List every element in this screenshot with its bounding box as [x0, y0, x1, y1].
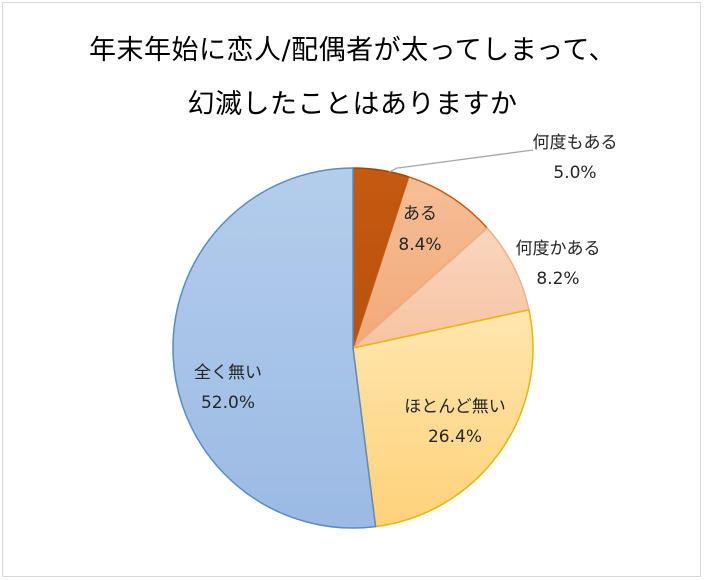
slice-percent: 8.4% — [398, 235, 441, 255]
pie-slice — [352, 227, 530, 349]
pie-slice — [172, 167, 377, 529]
chart-title-line2: 幻滅したことはありますか — [187, 89, 518, 120]
slice-percent: 8.2% — [536, 269, 579, 289]
slice-label: ある — [403, 204, 437, 224]
slice-label: ほとんど無い — [404, 397, 506, 417]
slice-percent: 26.4% — [428, 427, 482, 447]
slice-label: 何度もある — [533, 133, 618, 153]
pie-slice — [352, 176, 489, 349]
leader-line — [388, 149, 534, 173]
pie-slice — [352, 309, 534, 528]
slice-percent: 5.0% — [553, 163, 596, 183]
slice-label: 何度かある — [516, 239, 601, 259]
slice-percent: 52.0% — [201, 393, 255, 413]
slice-label: 全く無い — [194, 363, 262, 383]
chart-title-line1: 年末年始に恋人/配偶者が太ってしまって、 — [89, 35, 616, 66]
